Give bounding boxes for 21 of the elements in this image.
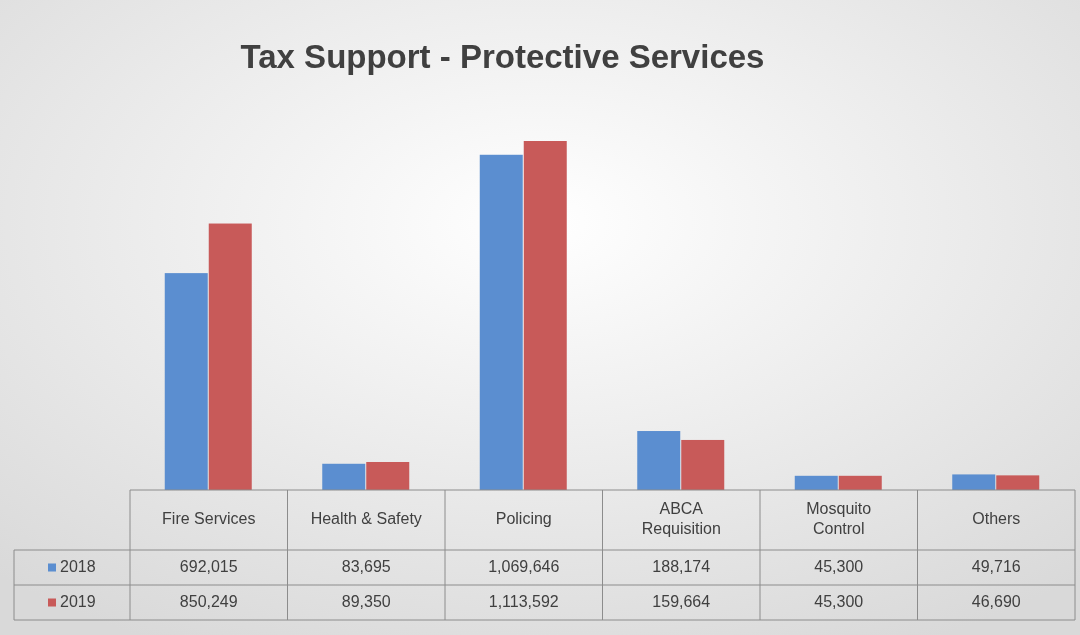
data-label: 850,249 bbox=[179, 592, 238, 610]
x-tick-label: Policing bbox=[495, 510, 552, 528]
x-tick-label: Fire Services bbox=[162, 510, 256, 528]
x-tick-label: Others bbox=[972, 510, 1021, 528]
data-label: 159,664 bbox=[652, 592, 711, 610]
x-tick-label: Health & Safety bbox=[310, 510, 422, 528]
data-label: 188,174 bbox=[652, 557, 711, 575]
data-label: 1,069,646 bbox=[488, 557, 560, 575]
data-label: 1,113,592 bbox=[488, 592, 559, 610]
data-label: 83,695 bbox=[341, 557, 391, 575]
data-label: 46,690 bbox=[971, 592, 1021, 610]
x-tick-label: ABCA Requisition bbox=[641, 500, 721, 538]
data-label: 45,300 bbox=[814, 592, 864, 610]
legend-label: 2018 bbox=[60, 557, 96, 575]
data-label: 45,300 bbox=[814, 557, 864, 575]
x-tick-label: Mosquito Control bbox=[806, 500, 872, 538]
data-label: 692,015 bbox=[179, 557, 238, 575]
legend-label: 2019 bbox=[60, 592, 96, 610]
data-label: 89,350 bbox=[341, 592, 391, 610]
data-label: 49,716 bbox=[971, 557, 1021, 575]
chart-title: Tax Support - Protective Services bbox=[240, 38, 765, 75]
